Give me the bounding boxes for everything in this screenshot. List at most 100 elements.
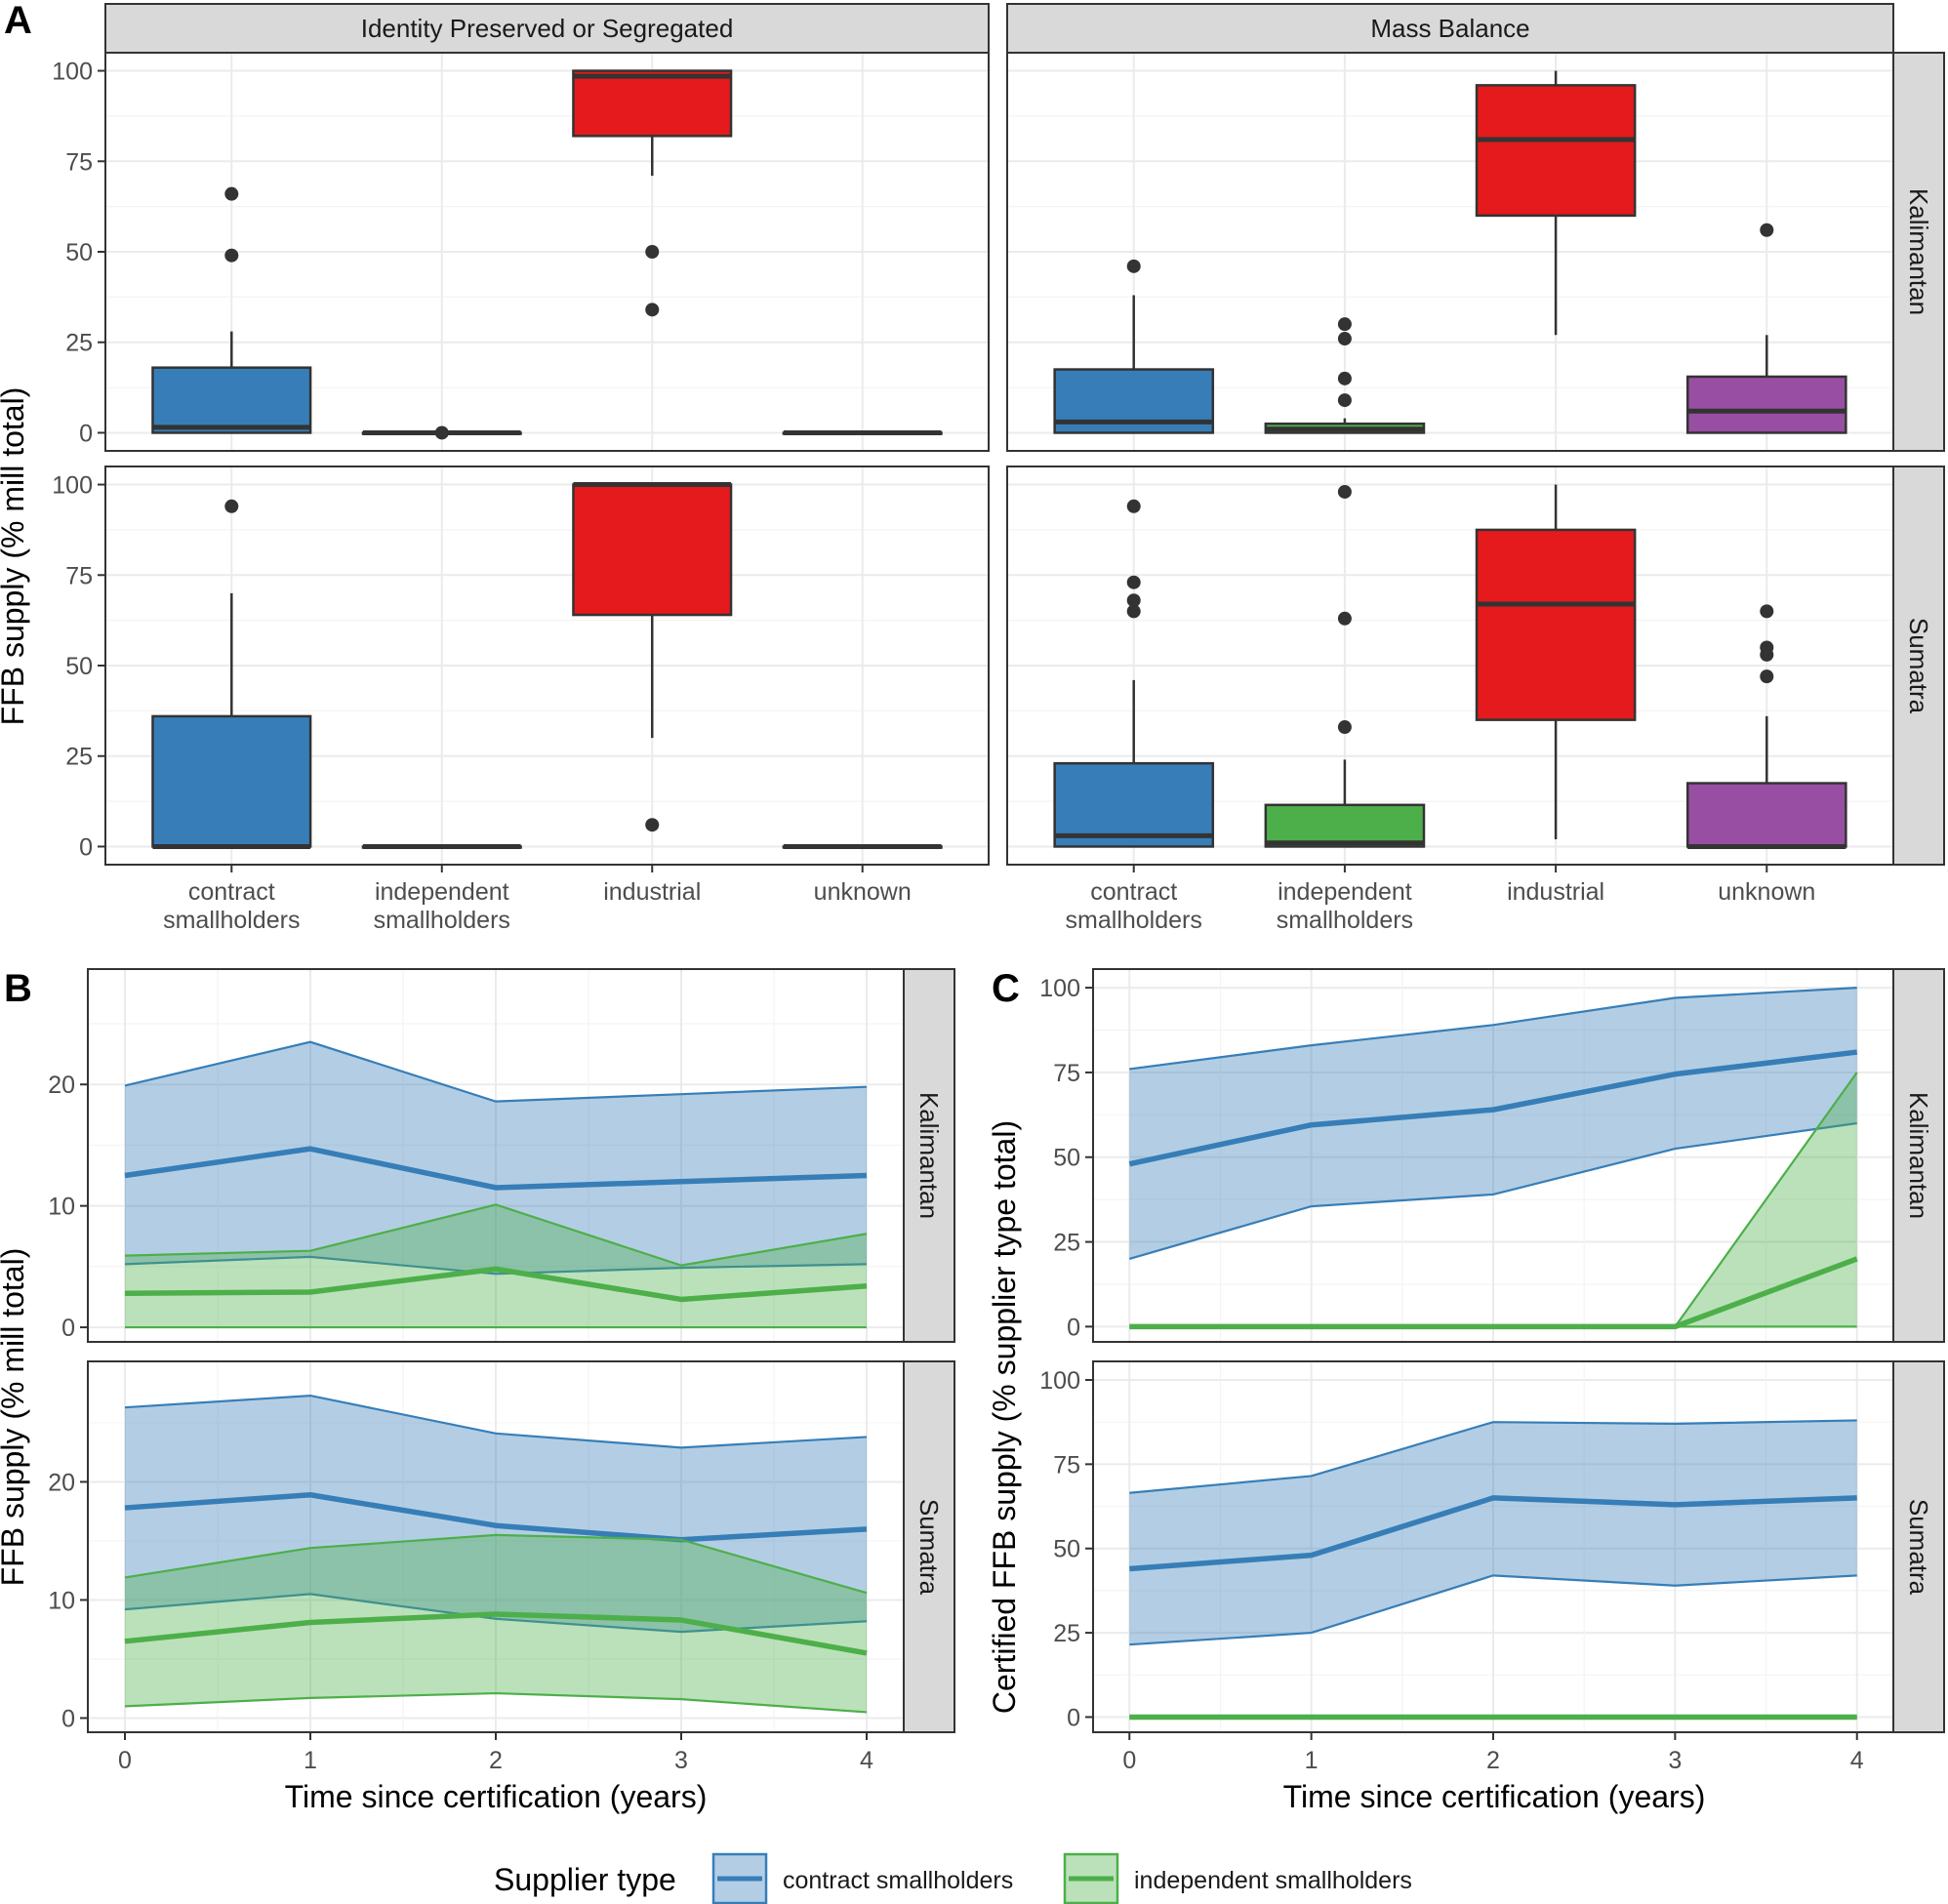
panel-c-tag: C (992, 967, 1020, 1010)
outlier-point (1337, 611, 1352, 626)
box-iqr (151, 366, 312, 434)
box-independent-smallholders (1264, 484, 1426, 848)
y-tick-label: 75 (1053, 1060, 1080, 1087)
box-iqr (1053, 761, 1215, 848)
outlier-point (645, 818, 660, 832)
y-tick-label: 10 (48, 1194, 75, 1221)
y-tick-label: 20 (48, 1469, 75, 1496)
series-contract-smallholders (1128, 987, 1858, 1260)
outlier-point (645, 245, 660, 259)
strip-background (104, 3, 990, 54)
box-contract-smallholders (1053, 259, 1215, 434)
series-contract-smallholders (1129, 1419, 1857, 1646)
strip-label: Kalimantan (1904, 188, 1933, 315)
y-tick-label: 100 (52, 472, 93, 500)
outlier-point (1760, 669, 1774, 684)
legend-key-contract (711, 1852, 768, 1904)
strip-label: Sumatra (1904, 618, 1933, 714)
legend-label-independent: independent smallholders (1134, 1867, 1412, 1894)
strip-label: Sumatra (1904, 1499, 1933, 1596)
legend-title: Supplier type (494, 1862, 676, 1897)
x-tick-label: 4 (1850, 1747, 1864, 1774)
ribbon-upper-line (124, 1533, 868, 1595)
series-independent-smallholders (124, 1203, 868, 1329)
legend-keys (711, 1852, 1119, 1904)
y-tick-label: 25 (65, 744, 93, 771)
x-tick-label: 1 (304, 1747, 317, 1774)
outlier-point (1337, 720, 1352, 735)
y-tick-label: 50 (1053, 1145, 1080, 1172)
strip-label: Sumatra (914, 1499, 944, 1596)
figure-b-xlabel: Time since certification (years) (285, 1779, 708, 1814)
y-tick-label: 50 (65, 239, 93, 266)
box-independent-smallholders (361, 843, 522, 849)
ribbon-band (1129, 1072, 1857, 1327)
strip-column-mass-balance: Mass Balance (1006, 3, 1894, 54)
mean-line (124, 1492, 868, 1543)
strip-background (1006, 3, 1894, 54)
y-tick-label: 0 (79, 833, 93, 861)
y-tick-label: 100 (52, 59, 93, 86)
ribbon-band (125, 1204, 867, 1328)
panel-border (1006, 466, 1894, 866)
panel-identity-preserved-or-segregated-sumatra: 0255075100contractsmallholdersindependen… (52, 466, 990, 934)
strip-background (1892, 52, 1945, 452)
box-independent-smallholders (1264, 317, 1426, 434)
strip-row-b-kalimantan: Kalimantan (903, 968, 955, 1343)
x-tick-label-contract-smallholders: smallholders (1066, 907, 1202, 934)
box-iqr (572, 483, 733, 617)
series-independent-smallholders (1129, 1072, 1858, 1330)
panel-c-kalimantan: 0 25 50 75 100 (1039, 968, 1894, 1343)
outlier-point (224, 186, 239, 201)
mean-line (124, 1266, 868, 1303)
outlier-point (1337, 371, 1352, 385)
box-independent-smallholders (361, 425, 522, 440)
x-tick-label-industrial: industrial (603, 878, 701, 906)
x-tick-label-industrial: industrial (1507, 878, 1604, 906)
strip-row-kalimantan: Kalimantan (1892, 52, 1945, 452)
box-industrial (572, 69, 733, 317)
figure-c-ribbons: 0 25 50 75 100 Kalimantan 0 25 50 75 100 0 1 2 3 4 Sumat… (1039, 968, 1945, 1774)
outlier-point (1126, 259, 1141, 273)
outlier-point (1760, 604, 1774, 619)
box-industrial (1475, 484, 1637, 840)
strip-label: Identity Preserved or Segregated (361, 14, 734, 43)
x-tick-label-unknown: unknown (1718, 878, 1815, 906)
outlier-point (1126, 575, 1141, 589)
box-contract-smallholders (151, 186, 312, 434)
ribbon-upper-line (124, 1040, 868, 1103)
box-unknown (782, 843, 943, 849)
outlier-point (224, 499, 239, 513)
strip-column-identity-preserved-or-segregated: Identity Preserved or Segregated (104, 3, 990, 54)
y-tick-label: 75 (65, 562, 93, 589)
outlier-point (224, 248, 239, 263)
panel-b-kalimantan: 0 10 20 (48, 968, 905, 1343)
ribbon-upper-line (1129, 1419, 1857, 1494)
panel-c-sumatra: 0 25 50 75 100 0 1 2 3 4 (1039, 1360, 1894, 1774)
box-iqr (1475, 84, 1637, 218)
panel-mass-balance-sumatra: contractsmallholdersindependentsmallhold… (1006, 466, 1894, 934)
outlier-point (1126, 593, 1141, 608)
series-contract-smallholders (124, 1394, 868, 1634)
figure-c-ylabel: Certified FFB supply (% supplier type to… (987, 1120, 1022, 1714)
ribbon-band (125, 1396, 867, 1633)
mean-line (124, 1611, 868, 1656)
series-contract-smallholders (124, 1040, 868, 1276)
legend-label-contract: contract smallholders (783, 1867, 1013, 1894)
panel-b-tag: B (4, 967, 32, 1010)
box-iqr (151, 714, 312, 848)
outlier-point (1337, 332, 1352, 346)
y-tick-label: 25 (1053, 1620, 1080, 1647)
y-tick-label: 0 (1067, 1704, 1080, 1731)
y-tick-label: 100 (1039, 1367, 1080, 1395)
outlier-point (1126, 604, 1141, 619)
figure-c-xlabel: Time since certification (years) (1283, 1779, 1706, 1814)
figure-a-ylabel-text: FFB supply (% mill total) (0, 387, 30, 726)
y-tick-label: 0 (61, 1315, 75, 1342)
panel-mass-balance-kalimantan (1006, 52, 1894, 452)
ribbon-lower-line (124, 1255, 868, 1276)
y-tick-label: 0 (61, 1705, 75, 1732)
y-tick-label: 75 (1053, 1451, 1080, 1479)
x-tick-label-independent-smallholders: independent (375, 878, 509, 906)
